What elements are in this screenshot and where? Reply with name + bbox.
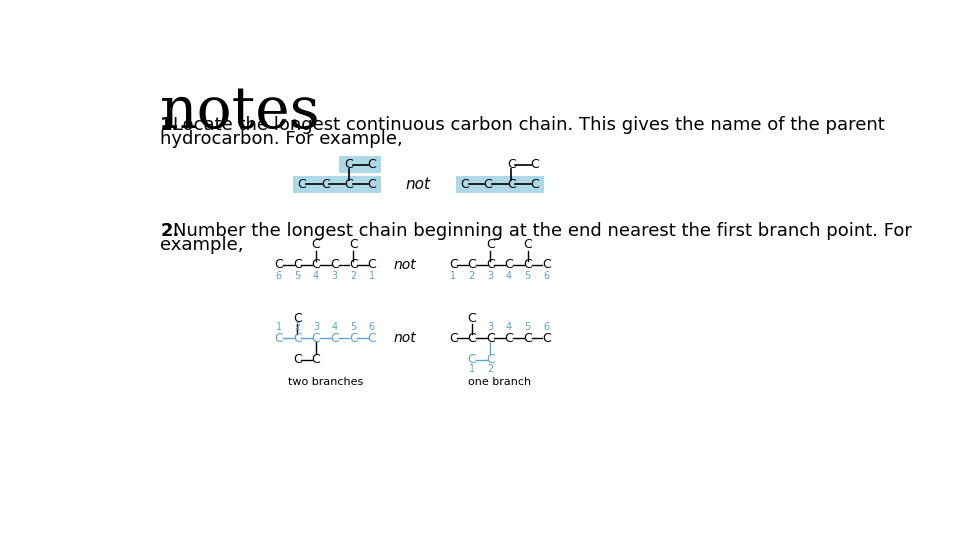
- Text: C: C: [507, 178, 516, 191]
- Text: Locate the longest continuous carbon chain. This gives the name of the parent: Locate the longest continuous carbon cha…: [173, 117, 884, 134]
- Text: 5: 5: [350, 322, 356, 332]
- Text: C: C: [275, 332, 283, 345]
- Text: 6: 6: [543, 271, 549, 281]
- Text: C: C: [312, 239, 321, 252]
- Text: 5: 5: [295, 271, 300, 281]
- Text: C: C: [312, 332, 321, 345]
- Text: C: C: [293, 259, 301, 272]
- Text: 2: 2: [468, 271, 475, 281]
- Text: 6: 6: [543, 322, 549, 332]
- Text: C: C: [293, 353, 301, 366]
- Text: C: C: [298, 178, 306, 191]
- Text: not: not: [394, 258, 417, 272]
- Text: C: C: [368, 158, 376, 171]
- Text: C: C: [486, 239, 494, 252]
- Text: C: C: [348, 259, 358, 272]
- Text: C: C: [345, 158, 353, 171]
- Text: 4: 4: [331, 322, 338, 332]
- Text: 1: 1: [468, 364, 475, 374]
- Text: C: C: [484, 178, 492, 191]
- Text: C: C: [293, 332, 301, 345]
- FancyBboxPatch shape: [339, 157, 381, 173]
- Text: C: C: [348, 239, 358, 252]
- Text: C: C: [312, 259, 321, 272]
- Text: 1.: 1.: [160, 117, 180, 134]
- Text: one branch: one branch: [468, 377, 531, 387]
- Text: Number the longest chain beginning at the end nearest the first branch point. Fo: Number the longest chain beginning at th…: [173, 222, 912, 240]
- Text: C: C: [523, 259, 532, 272]
- Text: C: C: [368, 332, 376, 345]
- Text: C: C: [468, 353, 476, 366]
- Text: 1: 1: [276, 322, 282, 332]
- Text: C: C: [368, 178, 376, 191]
- Text: not: not: [394, 331, 417, 345]
- Text: 5: 5: [524, 271, 531, 281]
- Text: C: C: [468, 332, 476, 345]
- Text: C: C: [348, 332, 358, 345]
- Text: C: C: [523, 239, 532, 252]
- Text: C: C: [449, 332, 458, 345]
- Text: C: C: [330, 259, 339, 272]
- Text: 6: 6: [276, 271, 282, 281]
- Text: 4: 4: [506, 322, 512, 332]
- Text: C: C: [505, 332, 514, 345]
- Text: 3: 3: [488, 271, 493, 281]
- Text: notes: notes: [160, 84, 321, 140]
- Text: C: C: [541, 332, 551, 345]
- Text: 1: 1: [450, 271, 456, 281]
- Text: 2: 2: [488, 364, 493, 374]
- Text: C: C: [461, 178, 469, 191]
- Text: 2.: 2.: [160, 222, 180, 240]
- Text: 3: 3: [331, 271, 338, 281]
- Text: 6: 6: [369, 322, 375, 332]
- Text: C: C: [468, 259, 476, 272]
- FancyBboxPatch shape: [456, 176, 544, 193]
- Text: C: C: [330, 332, 339, 345]
- Text: hydrocarbon. For example,: hydrocarbon. For example,: [160, 130, 403, 148]
- Text: 4: 4: [313, 271, 319, 281]
- FancyBboxPatch shape: [293, 176, 381, 193]
- Text: not: not: [406, 177, 431, 192]
- Text: C: C: [530, 158, 539, 171]
- Text: C: C: [486, 353, 494, 366]
- Text: C: C: [449, 259, 458, 272]
- Text: C: C: [275, 259, 283, 272]
- Text: 4: 4: [506, 271, 512, 281]
- Text: C: C: [312, 353, 321, 366]
- Text: C: C: [486, 332, 494, 345]
- Text: 2: 2: [350, 271, 356, 281]
- Text: two branches: two branches: [288, 377, 363, 387]
- Text: C: C: [321, 178, 329, 191]
- Text: C: C: [505, 259, 514, 272]
- Text: C: C: [368, 259, 376, 272]
- Text: 2: 2: [295, 322, 300, 332]
- Text: C: C: [486, 259, 494, 272]
- Text: example,: example,: [160, 236, 244, 254]
- Text: C: C: [293, 312, 301, 325]
- Text: 1: 1: [369, 271, 375, 281]
- Text: C: C: [345, 178, 353, 191]
- Text: C: C: [541, 259, 551, 272]
- Text: 3: 3: [488, 322, 493, 332]
- Text: C: C: [507, 158, 516, 171]
- Text: 3: 3: [313, 322, 319, 332]
- Text: C: C: [530, 178, 539, 191]
- Text: 5: 5: [524, 322, 531, 332]
- Text: C: C: [523, 332, 532, 345]
- Text: C: C: [468, 312, 476, 325]
